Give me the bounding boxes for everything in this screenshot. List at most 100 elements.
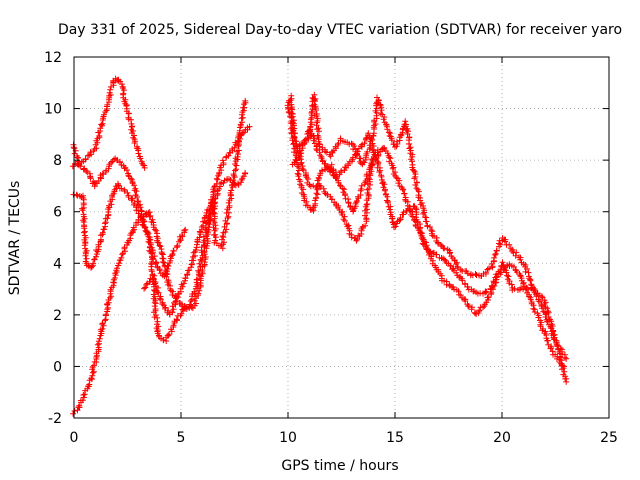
data-point: [145, 209, 152, 216]
data-point: [492, 251, 499, 258]
data-point: [499, 259, 506, 266]
data-point: [307, 116, 314, 123]
data-point: [377, 167, 384, 174]
data-point: [166, 331, 173, 338]
data-point: [300, 186, 307, 193]
data-point: [561, 354, 568, 361]
data-point: [512, 252, 519, 259]
data-point: [313, 146, 320, 152]
data-point: [428, 227, 435, 234]
data-point: [118, 81, 125, 88]
data-point: [446, 281, 453, 288]
data-point: [82, 252, 89, 259]
data-point: [312, 98, 318, 105]
data-point: [374, 94, 380, 101]
data-point: [241, 101, 247, 108]
data-point: [96, 335, 103, 342]
data-point: [151, 303, 158, 310]
data-point: [239, 114, 246, 121]
data-point: [181, 227, 188, 234]
y-tick-label: 8: [53, 153, 62, 169]
data-point: [465, 303, 472, 310]
data-point: [464, 284, 471, 290]
data-point: [93, 145, 100, 152]
data-point: [125, 194, 132, 200]
data-point: [96, 132, 103, 139]
data-point: [550, 334, 557, 341]
data-point: [295, 173, 302, 180]
x-tick-label: 20: [493, 430, 511, 446]
data-point: [563, 355, 570, 362]
data-point: [399, 186, 406, 192]
data-point: [142, 284, 149, 291]
data-point: [79, 207, 86, 214]
data-point: [73, 191, 80, 198]
data-point: [133, 188, 140, 195]
data-point: [186, 305, 193, 311]
data-point: [505, 273, 512, 280]
data-point: [225, 209, 232, 216]
data-point: [231, 144, 238, 151]
data-point: [340, 216, 347, 223]
data-point: [90, 362, 97, 369]
data-point: [160, 259, 167, 266]
data-point: [152, 280, 159, 287]
data-point: [209, 197, 216, 203]
data-point: [169, 292, 176, 298]
data-point: [324, 163, 331, 170]
data-point: [286, 109, 293, 116]
data-point: [437, 242, 444, 248]
data-point: [219, 233, 226, 239]
data-point: [134, 204, 140, 211]
data-point: [102, 317, 108, 324]
series-track-h: [294, 91, 570, 362]
data-point: [153, 259, 160, 266]
data-point: [412, 173, 419, 180]
data-point: [285, 106, 292, 112]
data-point: [214, 176, 221, 183]
chart-title: Day 331 of 2025, Sidereal Day-to-day VTE…: [58, 22, 622, 38]
data-point: [236, 138, 242, 145]
data-point: [328, 161, 335, 168]
data-point: [182, 226, 189, 233]
data-point: [309, 94, 316, 101]
data-point: [354, 236, 361, 243]
data-point: [143, 228, 150, 235]
data-point: [197, 263, 204, 270]
data-point: [130, 134, 137, 141]
data-point: [170, 247, 177, 254]
data-point: [459, 277, 466, 284]
data-point: [542, 314, 549, 320]
series-track-e: [141, 97, 249, 318]
data-point: [404, 125, 411, 132]
data-point: [493, 274, 500, 281]
data-point: [313, 113, 320, 119]
data-point: [79, 397, 86, 404]
data-point: [77, 163, 84, 170]
data-point: [202, 254, 209, 260]
data-point: [145, 238, 152, 245]
data-point: [319, 167, 326, 174]
data-point: [504, 272, 511, 279]
data-point: [137, 155, 144, 162]
y-tick-label: 12: [44, 50, 62, 66]
data-point: [155, 239, 162, 246]
data-point: [503, 269, 510, 276]
data-point: [121, 87, 127, 94]
data-point: [159, 301, 166, 308]
data-point: [381, 187, 388, 194]
data-point: [81, 229, 87, 236]
data-point: [163, 273, 170, 280]
data-point: [195, 267, 202, 274]
x-tick-label: 5: [177, 430, 186, 446]
data-point: [137, 214, 144, 221]
data-point: [225, 199, 232, 206]
data-point: [537, 298, 544, 305]
data-point: [392, 223, 399, 230]
data-point: [427, 224, 433, 230]
data-point: [406, 205, 413, 212]
data-point: [228, 187, 235, 194]
data-point: [441, 245, 448, 252]
data-point: [376, 169, 383, 175]
